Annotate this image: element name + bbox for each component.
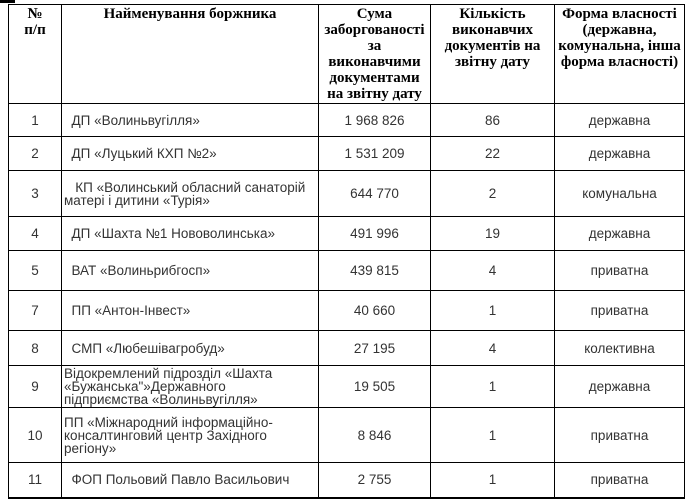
header-cell-count: Кількість виконавчих документів на звітн… [430, 4, 555, 104]
header-cell-sum: Сума заборгованості за виконавчими докум… [318, 4, 431, 104]
table-row: 3 КП «Волинський обласний санаторій мате… [8, 170, 685, 217]
cell-ownership: приватна [554, 407, 685, 463]
cell-ownership: приватна [554, 462, 685, 499]
cell-debtor-name: КП «Волинський обласний санаторій матері… [61, 170, 319, 217]
cell-doc-count: 4 [430, 330, 555, 366]
cell-doc-count: 2 [430, 170, 555, 217]
cell-doc-count: 1 [430, 365, 555, 408]
cell-num: 11 [8, 462, 62, 499]
cell-debtor-name: ВАТ «Волиньрибгосп» [61, 250, 319, 291]
cell-debtor-name: ДП «Волиньвугілля» [61, 103, 319, 137]
cell-debt-sum: 439 815 [318, 250, 431, 291]
cell-num: 1 [8, 103, 62, 137]
cell-debt-sum: 491 996 [318, 216, 431, 251]
cell-debt-sum: 27 195 [318, 330, 431, 366]
header-cell-num: № п/п [8, 4, 62, 104]
cell-doc-count: 22 [430, 136, 555, 171]
cell-doc-count: 4 [430, 250, 555, 291]
cell-debtor-name: ДП «Луцький КХП №2» [61, 136, 319, 171]
cell-debt-sum: 40 660 [318, 290, 431, 331]
cell-debtor-name: ПП «Міжнародний інформаційно- консалтинг… [61, 407, 319, 463]
table-row: 2 ДП «Луцький КХП №2» 1 531 209 22 держа… [8, 136, 685, 171]
table-row: 9 Відокремлений підрозділ «Шахта «Бужанс… [8, 365, 685, 408]
cell-ownership: приватна [554, 290, 685, 331]
cell-doc-count: 19 [430, 216, 555, 251]
cell-doc-count: 1 [430, 290, 555, 331]
cell-num: 5 [8, 250, 62, 291]
cell-debt-sum: 644 770 [318, 170, 431, 217]
cell-doc-count: 86 [430, 103, 555, 137]
cell-ownership: комунальна [554, 170, 685, 217]
cell-num: 10 [8, 407, 62, 463]
header-cell-name: Найменування боржника [61, 4, 319, 104]
table-row: 7 ПП «Антон-Інвест» 40 660 1 приватна [8, 290, 685, 331]
cell-num: 7 [8, 290, 62, 331]
cell-num: 4 [8, 216, 62, 251]
cell-num: 2 [8, 136, 62, 171]
table-row: 5 ВАТ «Волиньрибгосп» 439 815 4 приватна [8, 250, 685, 291]
corner-mark-icon [0, 0, 15, 3]
cell-debtor-name: СМП «Любешівагробуд» [61, 330, 319, 366]
table-row: 4 ДП «Шахта №1 Нововолинська» 491 996 19… [8, 216, 685, 251]
cell-ownership: державна [554, 365, 685, 408]
cell-debtor-name: ПП «Антон-Інвест» [61, 290, 319, 331]
debtors-table: № п/п Найменування боржника Сума заборго… [8, 4, 685, 499]
table-row: 10 ПП «Міжнародний інформаційно- консалт… [8, 407, 685, 463]
table-row: 1 ДП «Волиньвугілля» 1 968 826 86 держав… [8, 103, 685, 137]
cell-debt-sum: 1 531 209 [318, 136, 431, 171]
cell-ownership: державна [554, 103, 685, 137]
cell-ownership: приватна [554, 250, 685, 291]
cell-debt-sum: 2 755 [318, 462, 431, 499]
cell-debt-sum: 1 968 826 [318, 103, 431, 137]
header-row: № п/п Найменування боржника Сума заборго… [8, 4, 685, 104]
cell-ownership: державна [554, 216, 685, 251]
cell-debtor-name: Відокремлений підрозділ «Шахта «Бужанськ… [61, 365, 319, 408]
cell-num: 3 [8, 170, 62, 217]
cell-debt-sum: 19 505 [318, 365, 431, 408]
cell-num: 8 [8, 330, 62, 366]
cell-debtor-name: ДП «Шахта №1 Нововолинська» [61, 216, 319, 251]
table-row: 8 СМП «Любешівагробуд» 27 195 4 колектив… [8, 330, 685, 366]
header-cell-ownership: Форма власності (державна, комунальна, і… [554, 4, 685, 104]
cell-debt-sum: 8 846 [318, 407, 431, 463]
cell-doc-count: 1 [430, 407, 555, 463]
cell-num: 9 [8, 365, 62, 408]
cell-debtor-name: ФОП Польовий Павло Васильович [61, 462, 319, 499]
cell-ownership: державна [554, 136, 685, 171]
cell-ownership: колективна [554, 330, 685, 366]
table-row: 11 ФОП Польовий Павло Васильович 2 755 1… [8, 462, 685, 499]
cell-doc-count: 1 [430, 462, 555, 499]
